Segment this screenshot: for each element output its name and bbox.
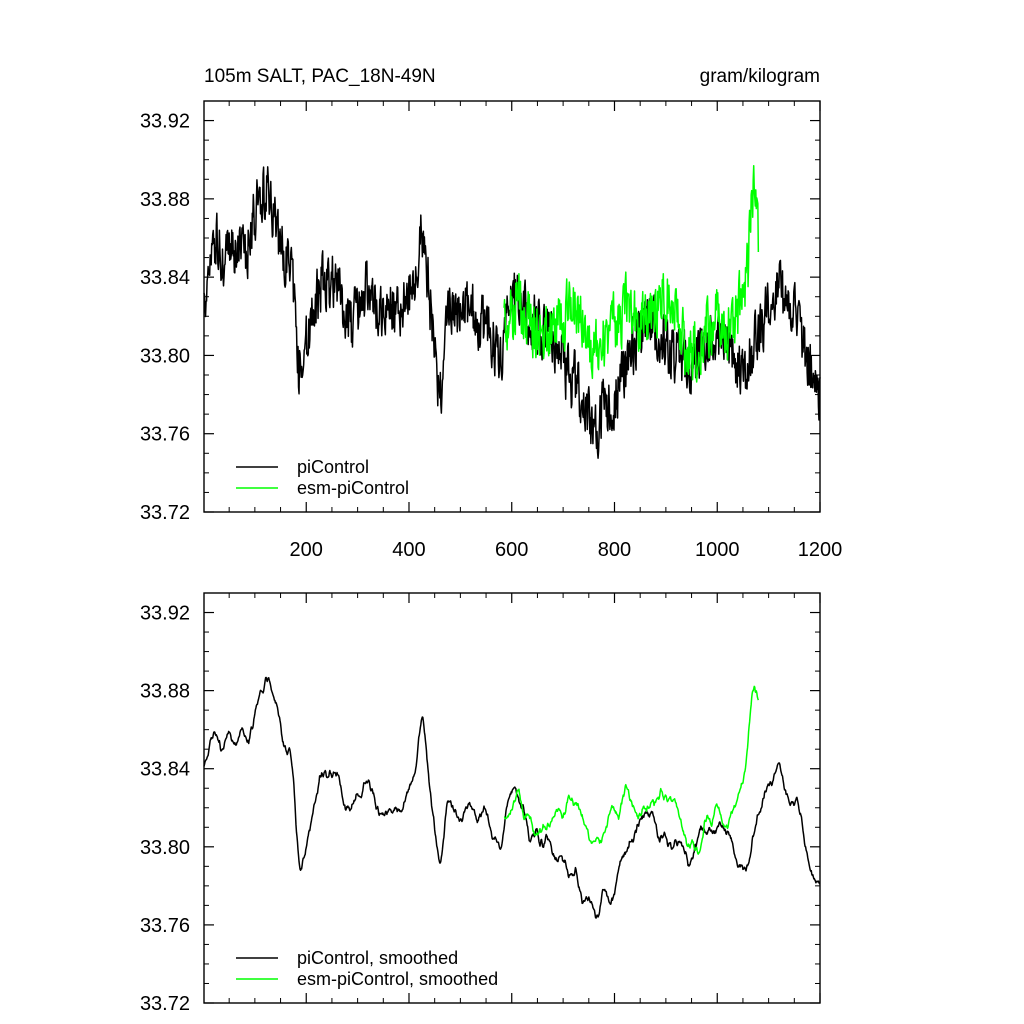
legend-label: piControl xyxy=(297,457,369,477)
y-tick-label: 33.76 xyxy=(140,915,190,937)
y-tick-label: 33.88 xyxy=(140,681,190,703)
y-tick-label: 33.72 xyxy=(140,993,190,1015)
x-tick-label: 200 xyxy=(290,539,323,561)
y-tick-label: 33.88 xyxy=(140,189,190,211)
y-tick-label: 33.92 xyxy=(140,111,190,133)
chart-title: 105m SALT, PAC_18N-49N xyxy=(204,66,436,87)
legend-label: esm-piControl xyxy=(297,478,409,498)
bottom-panel: 33.72 33.76 33.80 33.84 33.88 33.92 piControl… xyxy=(140,592,821,1015)
series-line-esm-picontrol xyxy=(503,685,760,855)
x-tick-label: 600 xyxy=(495,539,528,561)
x-tick-label: 1000 xyxy=(695,539,740,561)
legend-label: piControl, smoothed xyxy=(297,948,458,968)
axes-ticks: 33.72 33.76 33.80 33.84 33.88 33.92 xyxy=(140,592,821,1015)
x-tick-label: 400 xyxy=(392,539,425,561)
legend-label: esm-piControl, smoothed xyxy=(297,969,498,989)
y-tick-label: 33.80 xyxy=(140,345,190,367)
x-tick-label: 1200 xyxy=(798,539,843,561)
y-tick-label: 33.80 xyxy=(140,837,190,859)
series-group xyxy=(203,676,821,919)
top-panel: 105m SALT, PAC_18N-49N gram/kilogram 33.… xyxy=(140,66,842,561)
y-tick-label: 33.84 xyxy=(140,759,190,781)
x-tick-label: 800 xyxy=(598,539,631,561)
y-tick-label: 33.72 xyxy=(140,502,190,524)
units-label: gram/kilogram xyxy=(700,66,820,87)
plot-frame xyxy=(203,592,821,1004)
y-tick-label: 33.84 xyxy=(140,267,190,289)
y-tick-label: 33.76 xyxy=(140,424,190,446)
y-tick-label: 33.92 xyxy=(140,603,190,625)
series-line-esm-picontrol xyxy=(503,164,760,383)
series-line-picontrol xyxy=(203,676,821,919)
series-group xyxy=(203,164,821,459)
plot-frame xyxy=(203,100,821,513)
axes-ticks: 33.72 33.76 33.80 33.84 33.88 33.92 200 400 600 8… xyxy=(140,100,843,561)
